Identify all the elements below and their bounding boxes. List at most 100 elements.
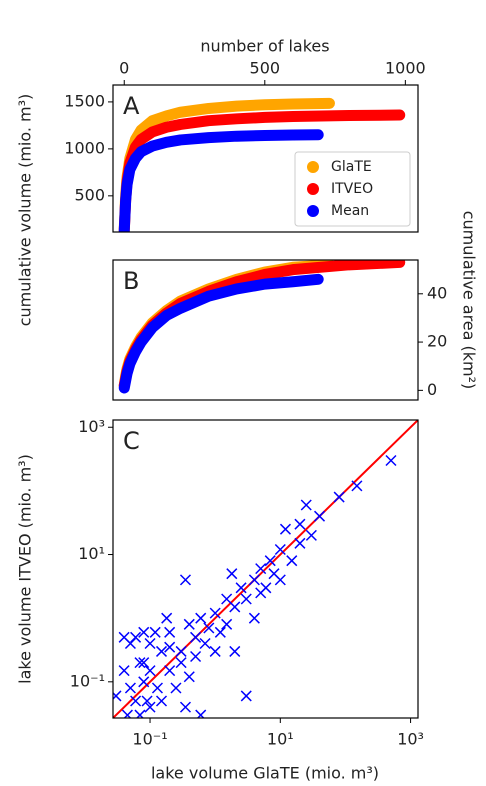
- scatter-point: [333, 491, 345, 503]
- scatter-point: [115, 721, 125, 731]
- scatter-point: [248, 612, 260, 624]
- y-tick-label: 500: [74, 185, 105, 204]
- scatter-point: [164, 626, 176, 638]
- scatter-point: [195, 709, 207, 718]
- identity-line: [113, 420, 418, 718]
- axes-frame: [112, 419, 419, 719]
- scatter-point: [130, 631, 142, 643]
- legend-marker: [307, 205, 319, 217]
- y-tick-label: 10⁻¹: [70, 671, 105, 690]
- panel-label: C: [123, 427, 140, 455]
- scatter-point: [144, 665, 156, 677]
- y-tick-label: 1500: [64, 91, 105, 110]
- scatter-point: [164, 641, 176, 653]
- x-tick-label: 10³: [397, 730, 424, 749]
- scatter-point: [199, 637, 211, 650]
- x-tick-label: 1000: [385, 59, 426, 78]
- legend-label: ITVEO: [331, 181, 373, 197]
- legend-box: [294, 151, 411, 227]
- scatter-point: [134, 709, 146, 718]
- axes-frame: [112, 84, 419, 233]
- scatter-point: [151, 682, 163, 694]
- scatter-point: [300, 499, 312, 511]
- scatter-point: [260, 582, 272, 594]
- scatter-point: [235, 582, 247, 594]
- scatter-point: [209, 645, 221, 657]
- scatter-point: [124, 682, 136, 694]
- scatter-point: [214, 626, 226, 638]
- scatter-point: [141, 695, 153, 707]
- y2-tick-label: 20: [427, 332, 447, 351]
- scatter-point: [121, 709, 133, 718]
- scatter-point: [138, 626, 150, 638]
- scatter-point: [183, 671, 195, 683]
- scatter-point: [305, 529, 317, 541]
- legend-marker: [307, 161, 319, 173]
- scatter-point: [118, 665, 130, 677]
- y-axis-label: lake volume ITVEO (mio. m³): [16, 454, 35, 684]
- x-axis-label-top: number of lakes: [200, 37, 329, 56]
- scatter-point: [240, 593, 252, 605]
- legend-marker: [307, 183, 319, 195]
- scatter-point: [286, 555, 298, 567]
- scatter-point: [179, 701, 192, 713]
- scatter-point: [175, 645, 187, 657]
- y2-axis-label: cumulative area (km²): [460, 211, 479, 390]
- scatter-point: [195, 612, 207, 624]
- scatter-point: [351, 480, 363, 492]
- legend-label: Mean: [331, 203, 369, 219]
- y-tick-label: 10³: [78, 417, 105, 436]
- scatter-point: [274, 574, 286, 586]
- series-line: [118, 129, 324, 232]
- y-axis-label: cumulative volume (mio. m³): [16, 94, 35, 327]
- x-tick-label: 10⁻¹: [132, 730, 167, 749]
- scatter-point: [385, 454, 397, 467]
- scatter-point: [229, 601, 241, 613]
- scatter-point: [144, 637, 156, 650]
- scatter-point: [138, 657, 150, 669]
- scatter-point: [134, 657, 146, 669]
- x-tick-label: 500: [250, 59, 281, 78]
- scatter-point: [155, 645, 168, 657]
- scatter-point: [190, 631, 202, 643]
- scatter-point: [279, 523, 291, 535]
- scatter-point: [130, 695, 142, 707]
- scatter-point: [161, 612, 173, 624]
- y-tick-label: 10¹: [78, 544, 105, 563]
- plot-area: [118, 97, 406, 232]
- y2-tick-label: 40: [427, 283, 447, 302]
- scatter-point: [170, 682, 182, 694]
- scatter-point: [221, 618, 233, 630]
- plot-area: [118, 260, 406, 394]
- scatter-point: [255, 563, 267, 575]
- scatter-point: [226, 568, 238, 580]
- scatter-point: [229, 645, 241, 657]
- scatter-point: [313, 510, 326, 522]
- x-axis-label: lake volume GlaTE (mio. m³): [151, 764, 379, 783]
- scatter-point: [248, 574, 260, 586]
- x-tick-label: 10¹: [267, 730, 294, 749]
- scatter-point: [264, 555, 276, 567]
- series-line: [118, 273, 324, 394]
- scatter-point: [179, 574, 192, 586]
- scatter-point: [294, 518, 306, 530]
- scatter-point: [138, 676, 150, 688]
- scatter-point: [113, 690, 122, 702]
- scatter-point: [294, 537, 306, 549]
- scatter-point: [274, 543, 286, 556]
- scatter-point: [175, 657, 187, 669]
- y2-tick-label: 0: [427, 380, 437, 399]
- scatter-point: [144, 701, 156, 713]
- scatter-point: [155, 695, 168, 707]
- scatter-point: [149, 626, 161, 638]
- legend-label: GlaTE: [331, 159, 372, 175]
- y-tick-label: 1000: [64, 138, 105, 157]
- plot-area: [113, 420, 418, 731]
- scatter-point: [209, 607, 221, 619]
- x-tick-label: 0: [119, 59, 129, 78]
- scatter-point: [164, 665, 176, 677]
- axes-frame: [112, 259, 419, 401]
- panel-label: A: [123, 92, 140, 120]
- scatter-point: [183, 618, 195, 630]
